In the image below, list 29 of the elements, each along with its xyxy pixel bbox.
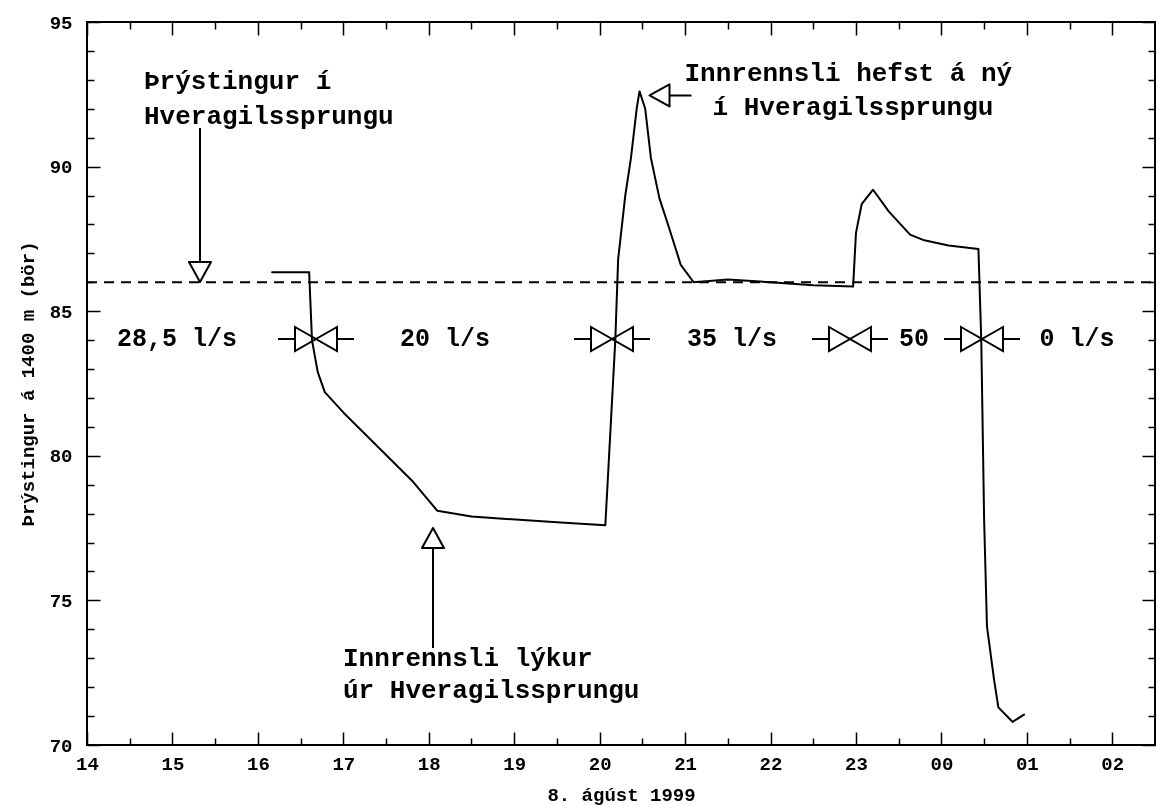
x-tick-label: 16 <box>246 753 270 776</box>
y-tick-label: 75 <box>49 590 73 613</box>
annotation: 28,5 l/s <box>116 324 238 354</box>
y-tick-label: 95 <box>49 12 73 35</box>
y-tick-label: 70 <box>49 735 73 758</box>
x-tick-label: 17 <box>332 753 356 776</box>
x-tick-label: 21 <box>674 753 697 776</box>
x-tick-label: 20 <box>588 753 612 776</box>
x-tick-label: 19 <box>503 753 527 776</box>
annotation: 50 <box>898 324 930 354</box>
annotation: 35 l/s <box>686 324 778 354</box>
y-axis-title: Þrýstingur á 1400 m (bör) <box>17 241 40 527</box>
x-tick-label: 22 <box>759 753 783 776</box>
y-tick-label: 85 <box>49 301 73 324</box>
annotation: Innrennsli lýkur úr Hveragilssprungu <box>343 644 640 706</box>
x-axis-title: 8. ágúst 1999 <box>547 784 696 805</box>
annotation: Innrennsli hefst á ný í Hveragilssprungu <box>684 59 1013 124</box>
annotation: Þrýstingur í Hveragilssprungu <box>144 67 394 132</box>
x-tick-label: 02 <box>1101 753 1125 776</box>
x-tick-label: 23 <box>845 753 868 776</box>
x-tick-label: 14 <box>76 753 99 776</box>
x-tick-label: 15 <box>161 753 185 776</box>
x-tick-label: 00 <box>930 753 954 776</box>
y-tick-label: 80 <box>49 446 73 469</box>
annotation: 0 l/s <box>1039 324 1115 354</box>
x-tick-label: 18 <box>417 753 441 776</box>
y-tick-label: 90 <box>49 157 73 180</box>
x-tick-label: 01 <box>1015 753 1039 776</box>
annotation: 20 l/s <box>399 324 491 354</box>
